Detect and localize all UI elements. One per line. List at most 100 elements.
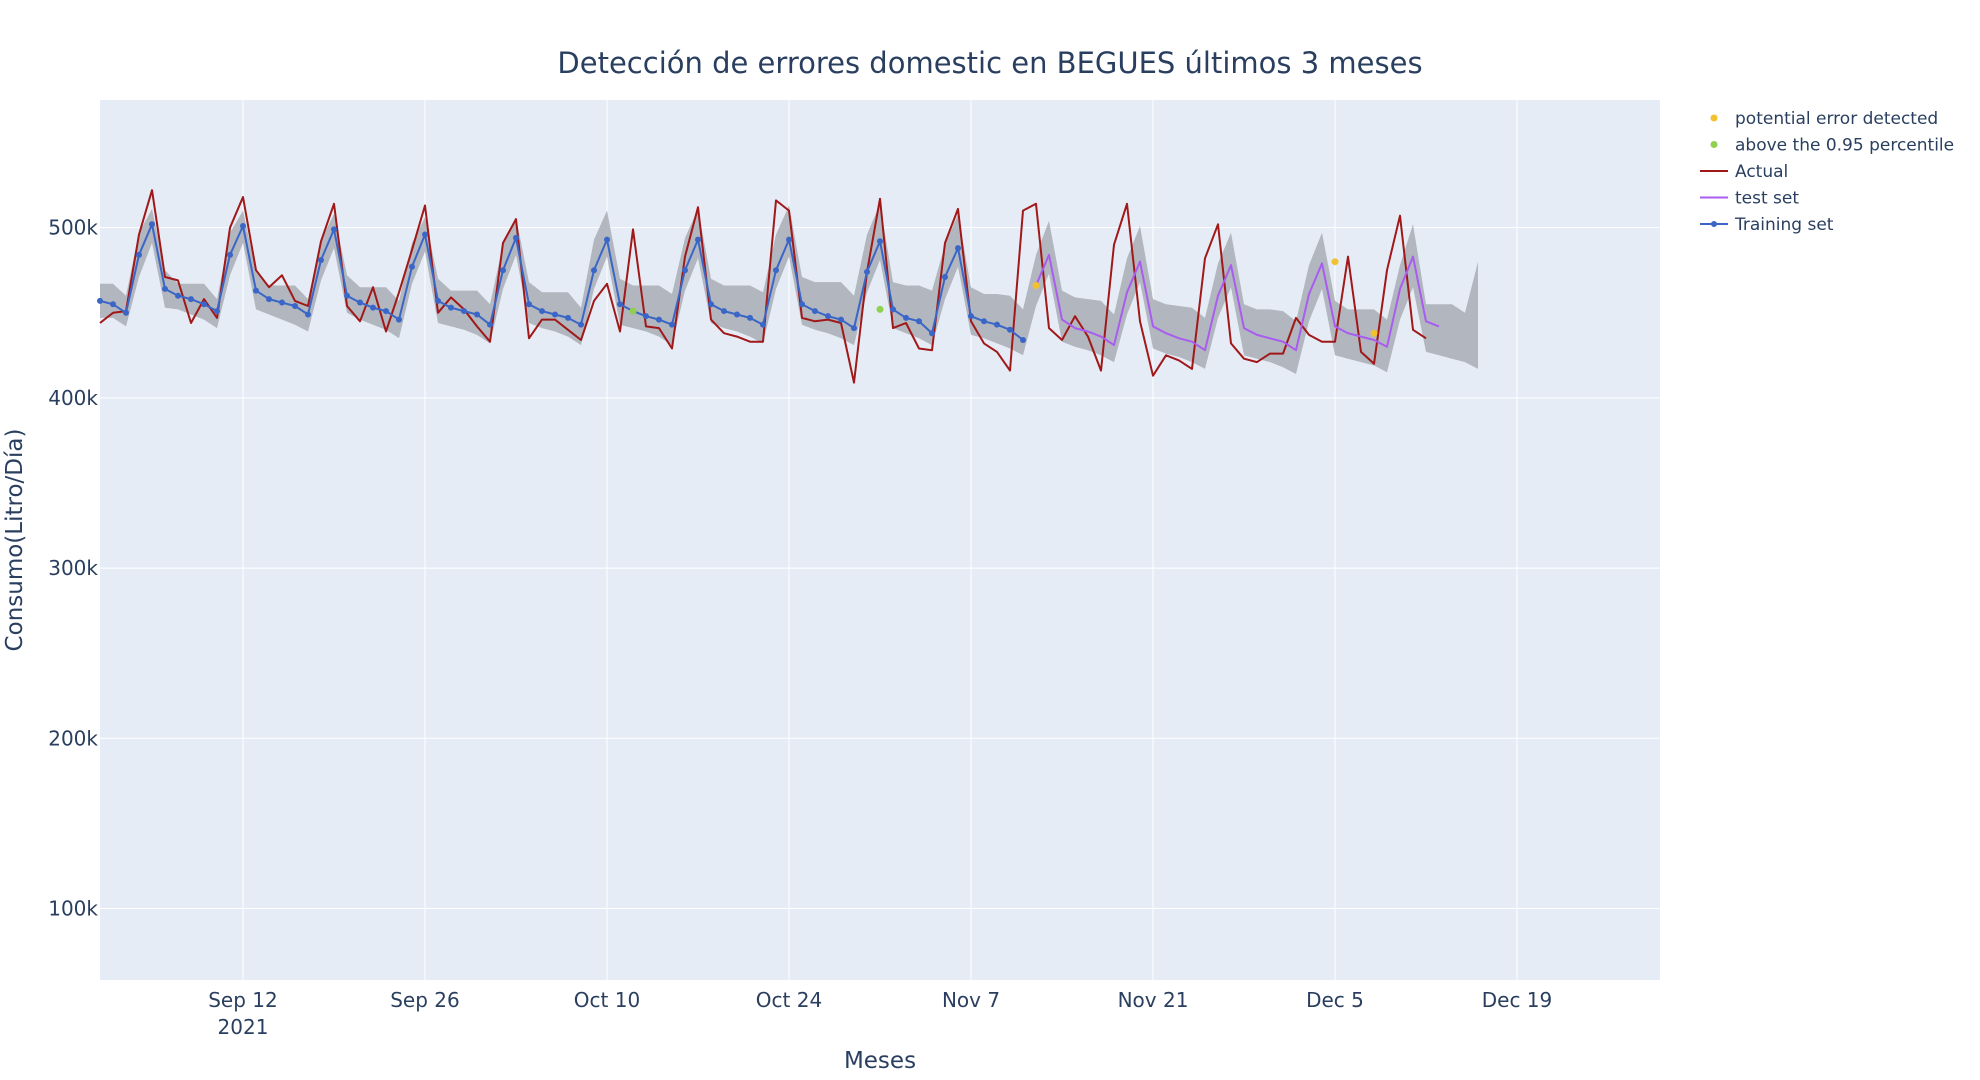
y-tick-label: 100k	[48, 897, 98, 921]
training-set-point	[526, 301, 532, 308]
training-set-point	[149, 221, 155, 228]
training-set-point	[994, 321, 1000, 328]
training-set-point	[110, 301, 116, 308]
training-set-point	[708, 301, 714, 308]
training-set-point	[383, 308, 389, 315]
training-set-point	[604, 236, 610, 243]
training-set-point	[1020, 337, 1026, 343]
legend-item-test[interactable]: test set	[1700, 189, 1799, 209]
training-set-point	[448, 304, 454, 311]
potential-error-point	[1331, 258, 1339, 266]
legend-marker	[1710, 114, 1718, 122]
training-set-point	[513, 234, 519, 241]
training-set-point	[812, 308, 818, 315]
training-set-point	[682, 267, 688, 274]
x-tick-label: Oct 10	[574, 988, 640, 1012]
above-percentile-point	[876, 305, 884, 313]
y-tick-label: 200k	[48, 726, 98, 750]
actual-series	[99, 189, 1427, 384]
legend-item-training[interactable]: Training set	[1700, 215, 1834, 235]
training-set-point	[487, 321, 493, 328]
training-set-point	[227, 251, 233, 258]
training-set-point	[344, 292, 350, 299]
training-set-point	[695, 236, 701, 243]
training-set-point	[773, 267, 779, 274]
training-set-point	[253, 287, 259, 294]
training-set-point	[864, 268, 870, 275]
training-set-point	[474, 311, 480, 318]
test-set-series	[1035, 253, 1440, 352]
legend-marker	[1711, 221, 1717, 227]
training-set-point	[409, 263, 415, 270]
training-set-point	[266, 296, 272, 303]
training-set-point	[734, 311, 740, 318]
legend-label: potential error detected	[1735, 109, 1938, 129]
y-tick-label: 400k	[48, 386, 98, 410]
training-set-point	[669, 321, 675, 328]
training-set-point	[279, 299, 285, 306]
legend-label: Training set	[1734, 215, 1834, 235]
y-axis-title: Consumo(Litro/Día)	[2, 429, 28, 652]
legend-item-above-percentile[interactable]: above the 0.95 percentile	[1710, 136, 1955, 156]
training-set-point	[617, 301, 623, 308]
training-set-point	[825, 313, 831, 320]
x-axis-ticks: Sep 12 2021 Sep 26 Oct 10 Oct 24 Nov 7 Nov 21 D…	[208, 988, 1552, 1039]
training-set-point	[331, 226, 337, 233]
chart-title: Detección de errores domestic en BEGUES …	[557, 46, 1422, 80]
potential-error-point	[1032, 282, 1040, 290]
training-set-point	[565, 314, 571, 321]
x-tick-label: Dec 19	[1482, 988, 1553, 1012]
training-set-point	[747, 314, 753, 321]
band-area	[100, 203, 1478, 374]
legend-label: test set	[1735, 189, 1799, 209]
training-set-point	[123, 309, 129, 316]
x-tick-label: Dec 5	[1306, 988, 1364, 1012]
x-axis-title: Meses	[844, 1048, 916, 1074]
training-set-point	[591, 267, 597, 274]
legend: potential error detected above the 0.95 p…	[1700, 109, 1954, 235]
training-set-point	[318, 257, 324, 263]
potential-error-point	[1370, 329, 1378, 337]
training-set-point	[1007, 326, 1013, 333]
training-set-point	[240, 222, 246, 229]
above-percentile-point	[629, 307, 637, 315]
training-set-line	[99, 223, 1024, 341]
training-set-point	[305, 311, 311, 318]
training-set-point	[461, 308, 467, 315]
training-set-point	[656, 316, 662, 323]
training-set-point	[838, 316, 844, 323]
actual-line	[99, 189, 1427, 384]
training-set-series	[97, 221, 1026, 343]
training-set-point	[721, 308, 727, 315]
x-tick-label: Nov 21	[1118, 988, 1189, 1012]
training-set-point	[188, 296, 194, 303]
test-set-line	[1035, 253, 1440, 352]
training-set-point	[552, 311, 558, 318]
training-set-point	[916, 318, 922, 325]
training-set-point	[643, 313, 649, 320]
legend-marker	[1710, 141, 1718, 148]
x-tick-sublabel: 2021	[218, 1015, 269, 1039]
training-set-point	[942, 274, 948, 281]
training-set-point	[968, 313, 974, 320]
y-tick-label: 300k	[48, 556, 98, 580]
training-set-point	[539, 308, 545, 315]
training-set-point	[578, 321, 584, 328]
x-tick-label: Oct 24	[756, 988, 822, 1012]
legend-label: above the 0.95 percentile	[1735, 136, 1954, 156]
training-set-point	[357, 299, 363, 306]
training-set-point	[955, 245, 961, 252]
y-axis-ticks: 100k 200k 300k 400k 500k	[48, 216, 98, 921]
legend-label: Actual	[1735, 162, 1788, 182]
legend-item-actual[interactable]: Actual	[1700, 162, 1788, 182]
training-set-point	[903, 314, 909, 321]
x-tick-label: Sep 12	[208, 988, 278, 1012]
legend-item-potential-error[interactable]: potential error detected	[1710, 109, 1939, 129]
training-set-point	[201, 301, 207, 308]
training-set-point	[292, 302, 298, 309]
training-set-point	[981, 318, 987, 325]
training-set-point	[890, 306, 896, 313]
flagged-points	[629, 258, 1378, 337]
training-set-point	[760, 321, 766, 328]
training-set-point	[162, 285, 168, 292]
